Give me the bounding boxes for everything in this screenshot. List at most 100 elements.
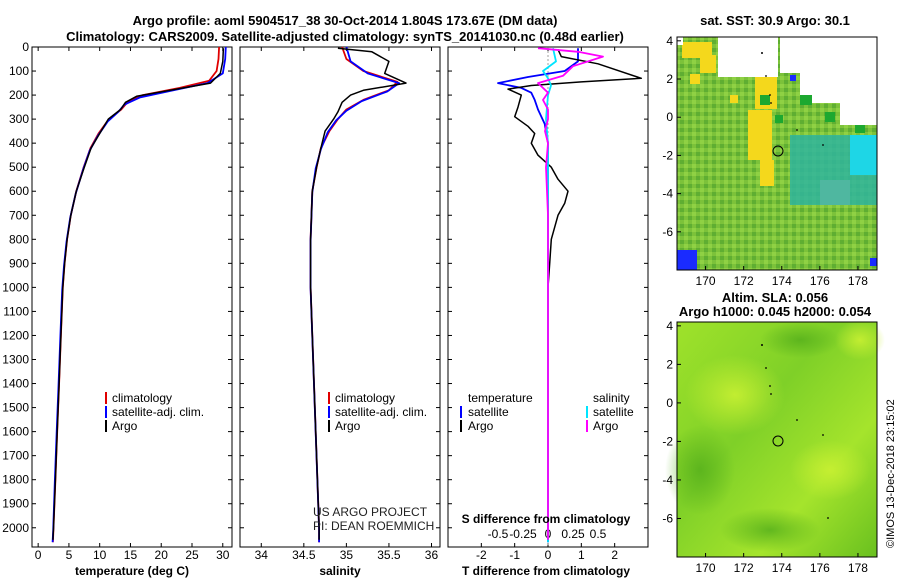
x-tick-label: 1 (578, 548, 585, 562)
profile-series (51, 46, 643, 543)
lat-tick-label: 0 (666, 396, 673, 410)
lat-tick-label: 2 (666, 72, 673, 86)
sst-map (676, 36, 878, 271)
sla-map-shade (760, 322, 840, 358)
lat-tick-label: -6 (662, 225, 673, 239)
pi-credit: PI: DEAN ROEMMICH (313, 519, 434, 533)
temperature-panel-frame (31, 46, 233, 548)
x-tick-label: 0.5 (590, 527, 607, 541)
x-tick-label: -1 (509, 548, 520, 562)
depth-tick-label: 700 (9, 208, 29, 222)
sla-map-highlight (790, 440, 870, 500)
sla-map-shade (720, 508, 820, 552)
depth-tick-label: 300 (9, 112, 29, 126)
lat-tick-label: 2 (666, 357, 673, 371)
temperature-series-0 (52, 46, 220, 543)
x-tick-label: 0 (545, 548, 552, 562)
depth-tick-label: 1300 (2, 353, 29, 367)
lon-tick-label: 174 (772, 274, 792, 288)
x-tick-label: 5 (66, 548, 73, 562)
sla-lon-axis: 170 172 174 176 178 (696, 553, 868, 575)
sla-map-highlight (835, 320, 885, 360)
x-tick-label: 34.5 (292, 548, 316, 562)
depth-tick-label: 1200 (2, 328, 29, 342)
salinity-panel-frame (239, 46, 441, 548)
legend-label-argo: Argo (112, 419, 138, 433)
legend-label-s-satellite: satellite (593, 405, 634, 419)
depth-axis: 0 100 200 300 400 500 600 700 800 900 1000 1100 1200… (2, 40, 648, 535)
legend-label-argo: Argo (335, 419, 361, 433)
x-tick-label: 0.25 (561, 527, 585, 541)
lon-tick-label: 178 (848, 274, 868, 288)
sst-map-blue-patches (677, 75, 877, 270)
lon-tick-label: 178 (848, 561, 868, 575)
difference-series-3 (537, 47, 604, 540)
x-tick-label: 34 (255, 548, 269, 562)
sla-float-marker (772, 435, 784, 447)
sst-map-white-gaps (677, 37, 877, 125)
x-tick-label: -0.5 (488, 527, 509, 541)
lat-tick-label: 4 (666, 319, 673, 333)
depth-tick-label: 400 (9, 136, 29, 150)
lat-tick-label: -2 (662, 148, 673, 162)
sst-map-frame (676, 36, 878, 271)
salinity-x-label: salinity (319, 564, 361, 578)
legend-label-s-argo: Argo (593, 419, 619, 433)
legend-heading-temperature: temperature (468, 391, 533, 405)
lon-tick-label: 176 (810, 274, 830, 288)
x-tick-label: 35.5 (377, 548, 401, 562)
depth-tick-label: 2000 (2, 521, 29, 535)
sla-island-dots (761, 344, 829, 519)
project-credit: US ARGO PROJECT (313, 505, 428, 519)
salinity-series-2 (309, 47, 407, 540)
temperature-series-1 (51, 46, 227, 543)
sla-map-shade (665, 425, 735, 515)
depth-tick-label: 1500 (2, 401, 29, 415)
plot-title-line2: Climatology: CARS2009. Satellite-adjuste… (66, 29, 624, 44)
sst-float-marker (772, 145, 784, 157)
salinity-legend: climatology satellite-adj. clim. Argo (328, 391, 427, 433)
depth-tick-label: 1700 (2, 449, 29, 463)
sla-map-frame (676, 321, 878, 558)
sst-map-green-specks (760, 95, 865, 133)
x-tick-label: 0 (35, 548, 42, 562)
lat-tick-label: -4 (662, 187, 673, 201)
lat-tick-label: -4 (662, 473, 673, 487)
temperature-x-label: temperature (deg C) (75, 564, 189, 578)
depth-tick-label: 1900 (2, 497, 29, 511)
x-tick-label: 36 (425, 548, 439, 562)
lon-tick-label: 174 (772, 561, 792, 575)
legend-label-climatology: climatology (335, 391, 395, 405)
imos-timestamp: ©IMOS 13-Dec-2018 23:15:02 (885, 399, 897, 548)
salinity-x-axis: 34 34.5 35 35.5 36 (255, 47, 439, 562)
depth-tick-label: 0 (22, 40, 29, 54)
t-difference-x-axis: -2 -1 0 1 2 (476, 47, 618, 562)
sla-map-highlight (685, 355, 785, 435)
legend-label-satellite-adj: satellite-adj. clim. (112, 405, 204, 419)
sla-map-title-line2: Argo h1000: 0.045 h2000: 0.054 (679, 304, 872, 319)
legend-label-t-argo: Argo (468, 419, 494, 433)
depth-tick-label: 800 (9, 232, 29, 246)
lon-tick-label: 170 (696, 274, 716, 288)
lon-tick-label: 170 (696, 561, 716, 575)
depth-tick-label: 1100 (3, 304, 29, 318)
sst-map-cool-region (790, 135, 877, 205)
plot-title-line1: Argo profile: aoml 5904517_38 30-Oct-201… (133, 13, 558, 28)
x-tick-label: 10 (93, 548, 107, 562)
depth-tick-label: 500 (9, 160, 29, 174)
sla-lat-axis: 4 2 0 -2 -4 -6 (662, 319, 681, 525)
depth-tick-label: 1800 (2, 473, 29, 487)
x-tick-label: -2 (476, 548, 487, 562)
x-tick-label: -0.25 (509, 527, 537, 541)
sst-lat-axis: 4 2 0 -2 -4 -6 (662, 34, 681, 239)
lat-tick-label: -2 (662, 434, 673, 448)
sla-map-title-line1: Altim. SLA: 0.056 (722, 290, 828, 305)
x-tick-label: 35 (340, 548, 354, 562)
s-difference-label: S difference from climatology (462, 512, 631, 526)
difference-series-1 (507, 49, 643, 540)
depth-tick-label: 200 (9, 88, 29, 102)
x-tick-label: 25 (185, 548, 199, 562)
x-tick-label: 20 (155, 548, 169, 562)
sst-map-title: sat. SST: 30.9 Argo: 30.1 (700, 13, 850, 28)
